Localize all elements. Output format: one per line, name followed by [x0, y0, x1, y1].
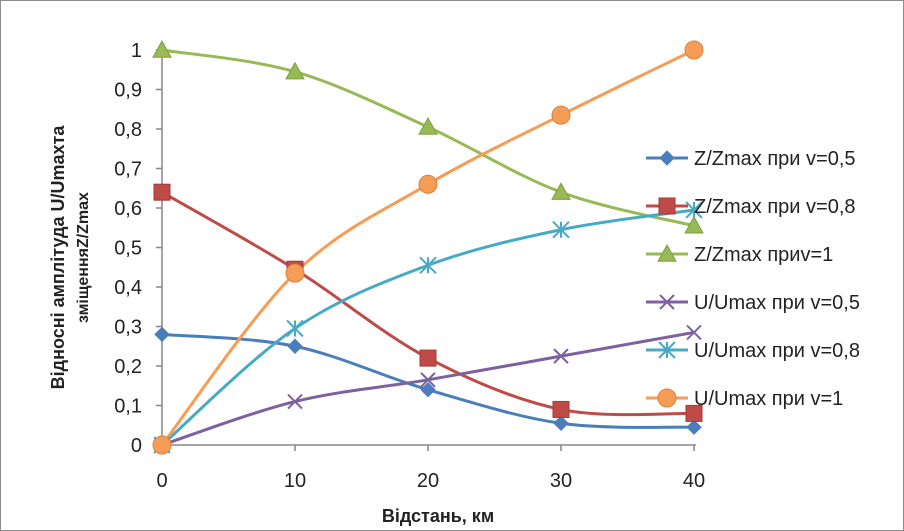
data-point-series-4	[553, 348, 569, 364]
y-axis-title-line1: Відносні амплітуда U/Umaxта	[48, 125, 68, 390]
data-point-series-4	[287, 393, 303, 410]
axes: 0 10 20 30 40 0 0,1 0,2 0,3 0,4 0,5 0,6 0,7 0,8 0,9 1	[114, 40, 705, 492]
series-line-5	[161, 208, 695, 447]
data-point-series-3	[152, 39, 172, 58]
data-point-series-6	[285, 263, 305, 283]
y-tick-label: 0,7	[114, 159, 142, 181]
y-tick-label: 0,6	[114, 198, 142, 220]
data-point-series-3	[551, 182, 571, 200]
data-point-series-2	[419, 349, 437, 367]
legend-marker-2	[658, 197, 676, 215]
y-tick-label: 1	[131, 40, 142, 62]
data-point-series-2	[685, 404, 703, 422]
data-point-series-3	[418, 116, 438, 135]
data-point-series-6	[152, 435, 172, 455]
data-point-series-6	[418, 174, 438, 194]
data-point-series-2	[552, 400, 570, 418]
data-point-series-1	[287, 338, 303, 354]
y-tick-label: 0,9	[114, 80, 142, 102]
legend-label-3: Z/Zmax приv=1	[694, 244, 833, 266]
data-point-series-3	[285, 61, 305, 80]
legend-marker-3	[657, 243, 677, 262]
data-point-series-5	[286, 319, 304, 338]
data-point-series-4	[686, 324, 702, 341]
x-tick-label: 10	[284, 470, 306, 492]
series-markers	[152, 39, 704, 455]
y-tick-label: 0	[131, 435, 142, 457]
legend-label-1: Z/Zmax при v=0,5	[694, 148, 856, 170]
x-tick-label: 0	[156, 470, 167, 492]
legend-marker-4	[659, 294, 675, 310]
x-tick-label: 20	[417, 470, 439, 492]
y-axis-ticks: 0 0,1 0,2 0,3 0,4 0,5 0,6 0,7 0,8 0,9 1	[114, 40, 162, 457]
data-point-series-1	[686, 419, 702, 435]
y-tick-label: 0,5	[114, 238, 142, 260]
x-axis-title: Відстань, км	[382, 506, 494, 526]
data-point-series-1	[553, 415, 569, 431]
data-point-series-6	[551, 105, 571, 125]
legend-label-4: U/Umax при v=0,5	[694, 292, 860, 314]
y-axis-title-line2: зміщенняZ/Zmax	[75, 192, 92, 323]
legend-label-6: U/Umax при v=1	[694, 388, 843, 410]
y-tick-label: 0,8	[114, 119, 142, 141]
data-point-series-6	[684, 40, 704, 60]
legend-marker-6	[657, 388, 677, 408]
data-point-series-2	[153, 183, 171, 201]
data-point-series-5	[552, 221, 570, 239]
y-tick-label: 0,4	[114, 277, 142, 299]
x-tick-label: 30	[550, 470, 572, 492]
data-point-series-1	[154, 326, 170, 343]
legend-marker-1	[659, 150, 675, 166]
legend-label-2: Z/Zmax при v=0,8	[694, 196, 856, 218]
y-tick-label: 0,1	[114, 396, 142, 418]
series-line-3	[161, 48, 695, 228]
legend-label-5: U/Umax при v=0,8	[694, 340, 860, 362]
data-point-series-3	[684, 215, 704, 234]
data-point-series-4	[420, 372, 436, 388]
x-tick-label: 40	[683, 470, 705, 492]
data-point-series-1	[420, 381, 436, 398]
legend: Z/Zmax при v=0,5 Z/Zmax при v=0,8 Z/Zmax п…	[646, 148, 860, 410]
y-tick-label: 0,2	[114, 356, 142, 378]
y-tick-label: 0,3	[114, 317, 142, 339]
data-point-series-5	[419, 256, 437, 274]
x-axis-ticks: 0 10 20 30 40	[156, 445, 705, 492]
legend-marker-5	[658, 341, 676, 359]
data-point-series-5	[685, 201, 703, 219]
